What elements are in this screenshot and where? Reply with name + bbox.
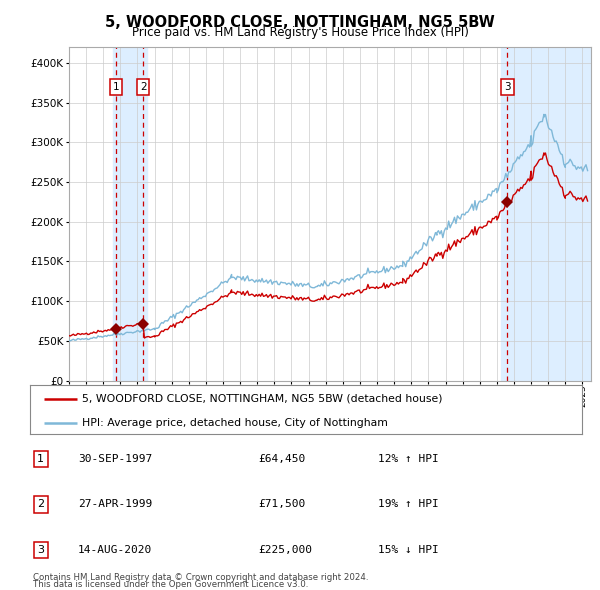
Text: 1: 1 (113, 82, 119, 92)
Text: 2: 2 (37, 500, 44, 509)
Text: £225,000: £225,000 (258, 545, 312, 555)
Text: 5, WOODFORD CLOSE, NOTTINGHAM, NG5 5BW (detached house): 5, WOODFORD CLOSE, NOTTINGHAM, NG5 5BW (… (82, 394, 443, 404)
Text: 3: 3 (37, 545, 44, 555)
Text: 14-AUG-2020: 14-AUG-2020 (78, 545, 152, 555)
Text: 30-SEP-1997: 30-SEP-1997 (78, 454, 152, 464)
Bar (113, 47, 146, 381)
Text: This data is licensed under the Open Government Licence v3.0.: This data is licensed under the Open Gov… (33, 580, 308, 589)
Text: 19% ↑ HPI: 19% ↑ HPI (378, 500, 439, 509)
Text: 15% ↓ HPI: 15% ↓ HPI (378, 545, 439, 555)
Text: £71,500: £71,500 (258, 500, 305, 509)
Text: 5, WOODFORD CLOSE, NOTTINGHAM, NG5 5BW: 5, WOODFORD CLOSE, NOTTINGHAM, NG5 5BW (105, 15, 495, 30)
Text: Price paid vs. HM Land Registry's House Price Index (HPI): Price paid vs. HM Land Registry's House … (131, 26, 469, 39)
Text: HPI: Average price, detached house, City of Nottingham: HPI: Average price, detached house, City… (82, 418, 388, 428)
Text: 2: 2 (140, 82, 146, 92)
Text: 3: 3 (504, 82, 511, 92)
Text: 27-APR-1999: 27-APR-1999 (78, 500, 152, 509)
Text: 1: 1 (37, 454, 44, 464)
Text: Contains HM Land Registry data © Crown copyright and database right 2024.: Contains HM Land Registry data © Crown c… (33, 573, 368, 582)
Text: £64,450: £64,450 (258, 454, 305, 464)
Text: 12% ↑ HPI: 12% ↑ HPI (378, 454, 439, 464)
Bar (502, 47, 591, 381)
